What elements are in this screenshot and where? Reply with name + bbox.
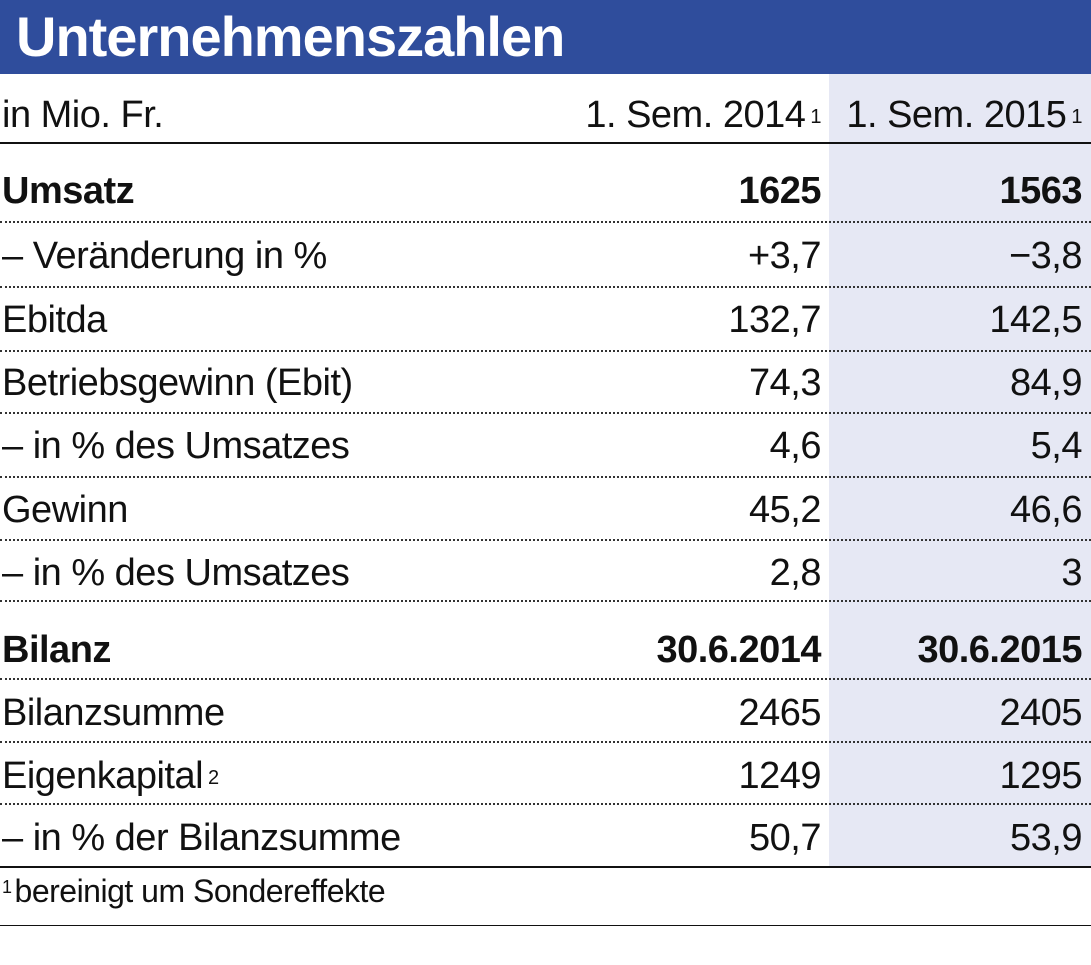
row-divider bbox=[0, 286, 1091, 288]
page-title: Unternehmenszahlen bbox=[16, 5, 565, 68]
row-divider bbox=[0, 539, 1091, 541]
table-row: Betriebsgewinn (Ebit) 74,3 84,9 bbox=[2, 361, 1082, 404]
column-highlight bbox=[829, 74, 1091, 867]
table-bottom-rule bbox=[0, 866, 1091, 868]
title-bar: Unternehmenszahlen bbox=[0, 0, 1091, 74]
header-rule bbox=[0, 142, 1091, 144]
row-divider bbox=[0, 803, 1091, 805]
footnote-marker: 1 bbox=[810, 105, 821, 128]
row-divider bbox=[0, 412, 1091, 414]
footnote-marker: 1 bbox=[1071, 105, 1082, 128]
table-row-bilanz: Bilanz 30.6.2014 30.6.2015 bbox=[2, 628, 1082, 671]
table-row: Eigenkapital 2 1249 1295 bbox=[2, 754, 1082, 797]
row-divider bbox=[0, 221, 1091, 223]
table-row: Gewinn 45,2 46,6 bbox=[2, 488, 1082, 531]
table-header: in Mio. Fr. 1. Sem. 2014 1 1. Sem. 2015 1 bbox=[0, 84, 1091, 146]
footnote: 1bereinigt um Sondereffekte bbox=[2, 873, 386, 909]
table-row-umsatz: Umsatz 1625 1563 bbox=[2, 169, 1082, 212]
column-header-2015: 1. Sem. 2015 1 bbox=[846, 93, 1082, 136]
table-row: – in % des Umsatzes 2,8 3 bbox=[2, 551, 1082, 594]
footnote-marker: 2 bbox=[208, 766, 219, 789]
row-divider bbox=[0, 600, 1091, 602]
row-divider bbox=[0, 741, 1091, 743]
table-row: Ebitda 132,7 142,5 bbox=[2, 298, 1082, 341]
row-divider bbox=[0, 678, 1091, 680]
table-row: – Veränderung in % +3,7 −3,8 bbox=[2, 234, 1083, 277]
column-header-2014: 1. Sem. 2014 1 bbox=[585, 93, 821, 136]
table-row: Bilanzsumme 2465 2405 bbox=[2, 691, 1082, 734]
row-divider bbox=[0, 350, 1091, 352]
row-divider bbox=[0, 476, 1091, 478]
table-row: – in % der Bilanzsumme 50,7 53,9 bbox=[2, 816, 1082, 859]
footer-rule bbox=[0, 925, 1091, 926]
table-row: – in % des Umsatzes 4,6 5,4 bbox=[2, 424, 1083, 467]
unit-label: in Mio. Fr. bbox=[2, 93, 164, 136]
